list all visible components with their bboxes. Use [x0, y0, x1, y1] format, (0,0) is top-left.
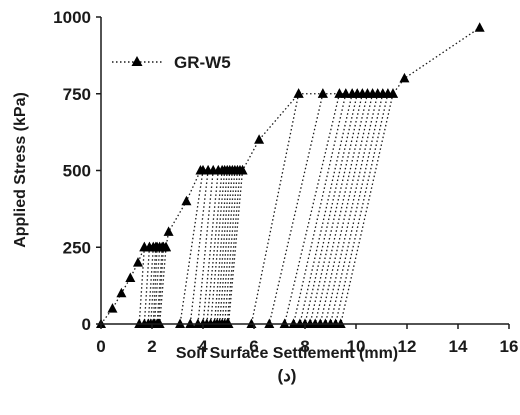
- x-tick-label: 16: [500, 337, 519, 356]
- data-point-marker: [293, 88, 304, 98]
- unloading-line: [268, 93, 324, 325]
- unloading-line: [221, 170, 236, 325]
- legend-label: GR-W5: [174, 53, 231, 72]
- x-tick-label: 8: [300, 337, 309, 356]
- data-point-marker: [399, 72, 410, 83]
- data-point-marker: [161, 241, 172, 252]
- unloading-line: [147, 247, 154, 325]
- unloading-line: [206, 170, 223, 325]
- x-axis-title: Soil Surface Settlement (mm): [176, 345, 398, 362]
- data-point-marker: [474, 22, 485, 32]
- x-tick-label: 12: [398, 337, 417, 356]
- data-point-marker: [334, 88, 345, 98]
- chart-marks: [96, 22, 485, 328]
- unloading-line: [304, 93, 358, 325]
- unloading-line: [292, 93, 347, 325]
- data-point-marker: [107, 303, 118, 313]
- unloading-line: [329, 93, 384, 325]
- unloading-line: [250, 93, 300, 325]
- data-point-marker: [181, 195, 192, 206]
- legend-triangle-marker: [131, 56, 143, 66]
- unloading-line: [157, 247, 165, 325]
- unloading-line: [334, 93, 389, 325]
- y-tick-label: 250: [63, 238, 91, 257]
- y-ticks: 0 250 500 750 1000: [53, 8, 101, 334]
- y-tick-label: 0: [82, 315, 91, 334]
- unloading-line: [152, 247, 158, 325]
- unloading-line: [340, 93, 394, 325]
- x-tick-label: 6: [249, 337, 258, 356]
- x-tick-label: 10: [347, 337, 366, 356]
- unloading-line: [179, 170, 204, 325]
- legend: GR-W5: [112, 53, 231, 72]
- unloading-line: [210, 170, 226, 325]
- data-point-marker: [116, 287, 127, 298]
- y-tick-label: 500: [63, 162, 91, 181]
- unloading-line: [218, 170, 233, 325]
- data-point-marker: [237, 165, 248, 175]
- unloading-line: [324, 93, 379, 325]
- unloading-line: [216, 170, 231, 325]
- unloading-line: [138, 247, 145, 325]
- unloading-line: [224, 170, 239, 325]
- data-point-marker: [163, 226, 174, 236]
- data-point-marker: [387, 88, 398, 98]
- unloading-line: [143, 247, 151, 325]
- unloading-line: [309, 93, 364, 325]
- y-tick-label: 1000: [53, 8, 91, 27]
- unloading-line: [299, 93, 353, 325]
- data-point-marker: [317, 88, 328, 98]
- data-point-marker: [254, 134, 265, 144]
- unloading-line: [314, 93, 369, 325]
- unloading-line: [202, 170, 219, 325]
- unloading-line: [153, 247, 161, 325]
- data-point-marker: [125, 272, 136, 282]
- unloading-line: [150, 247, 157, 325]
- y-axis-title: Applied Stress (kPa): [12, 92, 29, 248]
- unloading-line: [226, 170, 241, 325]
- unloading-line: [213, 170, 228, 325]
- figure-caption: (د): [278, 366, 297, 385]
- x-tick-label: 14: [449, 337, 468, 356]
- unloading-line: [319, 93, 374, 325]
- unloading-line: [283, 93, 341, 325]
- unloading-line: [189, 170, 209, 325]
- y-tick-label: 750: [63, 85, 91, 104]
- data-point-marker: [132, 257, 143, 267]
- data-point-marker: [340, 88, 351, 98]
- x-tick-label: 4: [198, 337, 208, 356]
- unloading-line: [197, 170, 214, 325]
- x-ticks: 0 2 4 6 8 10 12 14 16: [96, 324, 518, 356]
- x-tick-label: 2: [147, 337, 156, 356]
- unloading-line: [227, 170, 244, 325]
- unloading-line: [159, 247, 167, 325]
- unloading-line: [156, 247, 163, 325]
- x-tick-label: 0: [96, 337, 105, 356]
